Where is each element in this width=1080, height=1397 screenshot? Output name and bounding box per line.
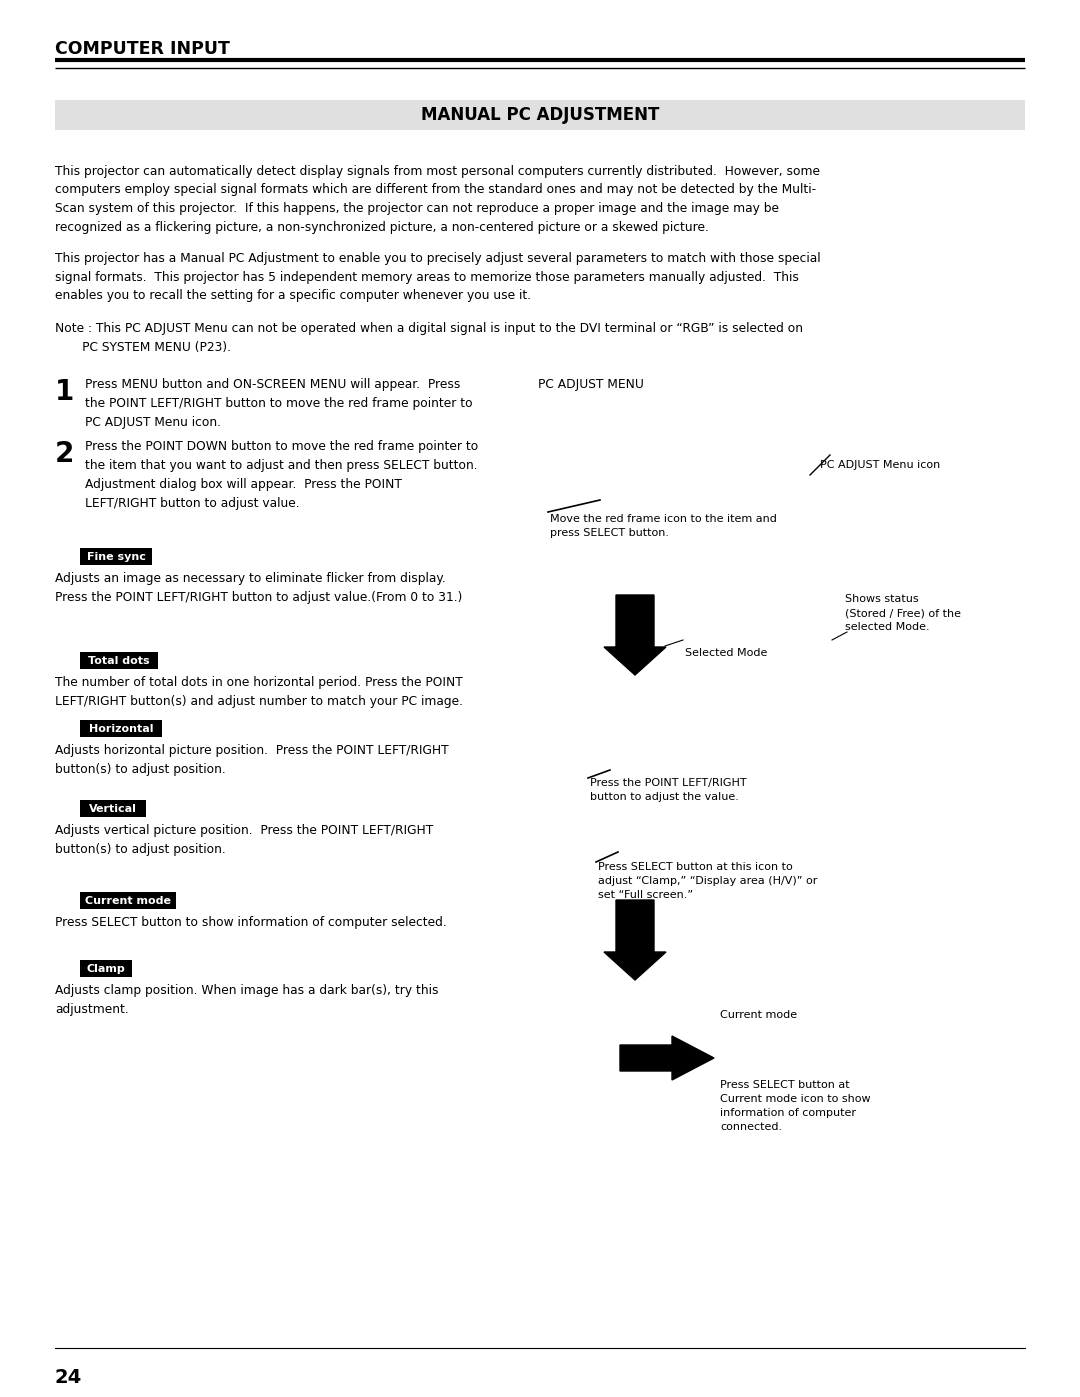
Text: Press MENU button and ON-SCREEN MENU will appear.  Press
the POINT LEFT/RIGHT bu: Press MENU button and ON-SCREEN MENU wil… — [85, 379, 473, 429]
Bar — [80, 893, 176, 909]
Text: Vertical: Vertical — [89, 803, 137, 813]
Text: 1: 1 — [55, 379, 75, 407]
Text: Adjusts clamp position. When image has a dark bar(s), try this
adjustment.: Adjusts clamp position. When image has a… — [55, 983, 438, 1016]
Text: 24: 24 — [55, 1368, 82, 1387]
Text: The number of total dots in one horizontal period. Press the POINT
LEFT/RIGHT bu: The number of total dots in one horizont… — [55, 676, 463, 707]
Text: Horizontal: Horizontal — [89, 724, 153, 733]
Text: Clamp: Clamp — [86, 964, 125, 974]
Text: Move the red frame icon to the item and
press SELECT button.: Move the red frame icon to the item and … — [550, 514, 777, 538]
Text: Adjusts vertical picture position.  Press the POINT LEFT/RIGHT
button(s) to adju: Adjusts vertical picture position. Press… — [55, 824, 433, 855]
Text: PC ADJUST MENU: PC ADJUST MENU — [538, 379, 644, 391]
Bar — [80, 960, 132, 977]
Bar — [80, 800, 146, 817]
Bar — [80, 652, 158, 669]
Bar — [80, 719, 162, 738]
Bar — [55, 101, 1025, 130]
Polygon shape — [620, 1037, 714, 1080]
Text: COMPUTER INPUT: COMPUTER INPUT — [55, 41, 230, 59]
Text: Adjusts an image as necessary to eliminate flicker from display.
Press the POINT: Adjusts an image as necessary to elimina… — [55, 571, 462, 604]
Polygon shape — [604, 595, 666, 675]
Text: PC ADJUST Menu icon: PC ADJUST Menu icon — [820, 460, 941, 469]
Text: Press the POINT LEFT/RIGHT
button to adjust the value.: Press the POINT LEFT/RIGHT button to adj… — [590, 778, 746, 802]
Text: Press the POINT DOWN button to move the red frame pointer to
the item that you w: Press the POINT DOWN button to move the … — [85, 440, 478, 510]
Polygon shape — [604, 900, 666, 981]
Text: MANUAL PC ADJUSTMENT: MANUAL PC ADJUSTMENT — [421, 106, 659, 124]
Text: Press SELECT button at
Current mode icon to show
information of computer
connect: Press SELECT button at Current mode icon… — [720, 1080, 870, 1132]
Text: Selected Mode: Selected Mode — [685, 648, 768, 658]
Text: Current mode: Current mode — [720, 1010, 797, 1020]
Text: This projector has a Manual PC Adjustment to enable you to precisely adjust seve: This projector has a Manual PC Adjustmen… — [55, 251, 821, 302]
Bar — [80, 548, 152, 564]
Text: Note : This PC ADJUST Menu can not be operated when a digital signal is input to: Note : This PC ADJUST Menu can not be op… — [55, 321, 804, 353]
Text: Adjusts horizontal picture position.  Press the POINT LEFT/RIGHT
button(s) to ad: Adjusts horizontal picture position. Pre… — [55, 745, 448, 775]
Text: 2: 2 — [55, 440, 75, 468]
Text: Total dots: Total dots — [89, 655, 150, 665]
Text: Press SELECT button to show information of computer selected.: Press SELECT button to show information … — [55, 916, 447, 929]
Text: Press SELECT button at this icon to
adjust “Clamp,” “Display area (H/V)” or
set : Press SELECT button at this icon to adju… — [598, 862, 818, 900]
Text: Fine sync: Fine sync — [86, 552, 146, 562]
Text: Current mode: Current mode — [85, 895, 171, 905]
Text: This projector can automatically detect display signals from most personal compu: This projector can automatically detect … — [55, 165, 820, 233]
Text: Shows status
(Stored / Free) of the
selected Mode.: Shows status (Stored / Free) of the sele… — [845, 594, 961, 631]
